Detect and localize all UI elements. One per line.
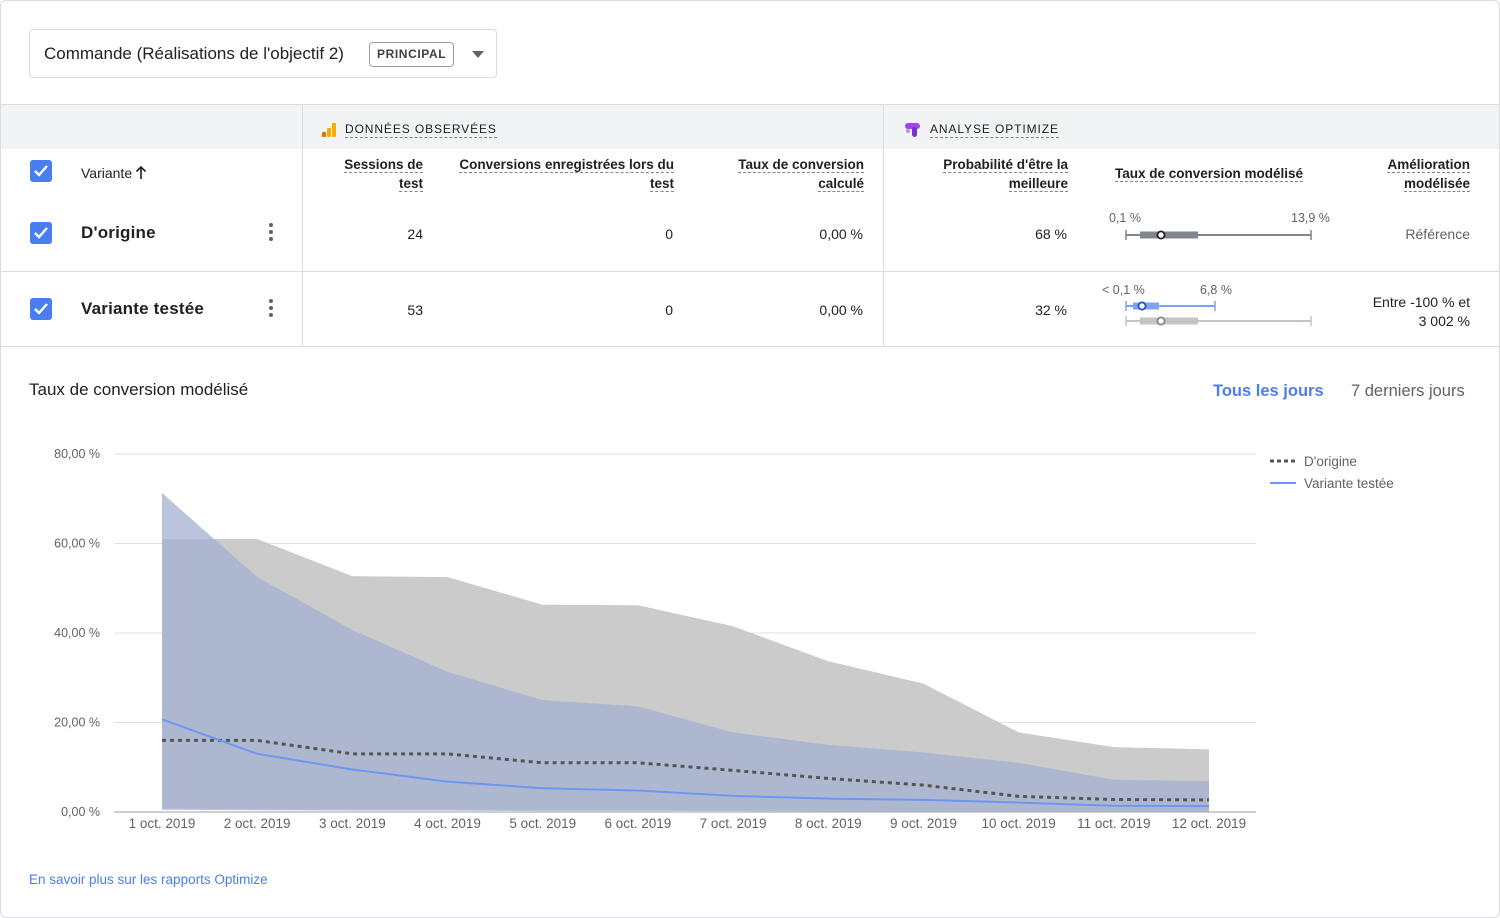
caret-down-icon[interactable] xyxy=(472,51,484,58)
chart-lines xyxy=(161,718,1210,808)
improvement-range: Entre -100 % et 3 002 % xyxy=(1301,293,1470,331)
analytics-icon xyxy=(322,123,336,137)
variant-column-header[interactable]: Variante xyxy=(81,165,147,181)
group-observed: DONNÉES OBSERVÉES xyxy=(321,122,497,138)
row-checkbox-variant[interactable] xyxy=(30,298,52,320)
ci-low-label: 0,1 % xyxy=(1109,211,1141,225)
x-tick-label: 3 oct. 2019 xyxy=(319,816,386,831)
probability-header-line1: Probabilité d'être la xyxy=(943,157,1068,173)
group-header-bar xyxy=(1,105,1499,149)
band-variant xyxy=(162,492,1209,812)
series-line-variant xyxy=(161,718,1210,808)
rate-header-line2: calculé xyxy=(818,176,864,192)
variant-name-tested: Variante testée xyxy=(81,299,205,318)
improvement-header-line2: modélisée xyxy=(1403,176,1470,192)
y-axis-ticks: 0,00 % 20,00 % 40,00 % 60,00 % 80,00 % xyxy=(54,447,100,819)
y-tick-label: 0,00 % xyxy=(61,805,100,819)
x-tick-label: 5 oct. 2019 xyxy=(509,816,576,831)
sessions-column-header[interactable]: Sessions de test xyxy=(317,155,423,193)
probability-value: 68 % xyxy=(1035,226,1067,242)
conversions-header-line2: test xyxy=(649,176,674,192)
optimize-icon xyxy=(905,123,920,137)
more-vert-icon[interactable] xyxy=(269,223,273,244)
rate-value: 0,00 % xyxy=(819,302,863,318)
improvement-range-line2: 3 002 % xyxy=(1418,313,1470,329)
rate-column-header[interactable]: Taux de conversion calculé xyxy=(701,155,864,193)
x-tick-label: 1 oct. 2019 xyxy=(129,816,196,831)
ci-high-label: 13,9 % xyxy=(1291,211,1330,225)
variant-column-label: Variante xyxy=(81,165,133,181)
conversions-header-line1: Conversions enregistrées lors du xyxy=(459,157,674,173)
y-tick-label: 20,00 % xyxy=(54,716,100,730)
x-tick-label: 2 oct. 2019 xyxy=(224,816,291,831)
row-divider xyxy=(1,271,1499,272)
ci-low-label: < 0,1 % xyxy=(1102,283,1145,297)
conversion-rate-chart: 0,00 % 20,00 % 40,00 % 60,00 % 80,00 % 1 oct… xyxy=(54,447,1394,831)
group-observed-label: DONNÉES OBSERVÉES xyxy=(345,122,497,138)
tab-all-days[interactable]: Tous les jours xyxy=(1213,382,1324,400)
conversions-value: 0 xyxy=(665,226,673,242)
modeled-rate-header-label: Taux de conversion modélisé xyxy=(1114,166,1304,182)
probability-value: 32 % xyxy=(1035,302,1067,318)
chart-title: Taux de conversion modélisé xyxy=(29,380,249,399)
learn-more-link[interactable]: En savoir plus sur les rapports Optimize xyxy=(29,872,268,887)
chart-bands xyxy=(162,492,1209,812)
more-vert-icon[interactable] xyxy=(269,299,273,320)
objective-title: Commande (Réalisations de l'objectif 2) xyxy=(44,44,344,63)
improvement-header-line1: Amélioration xyxy=(1387,157,1470,173)
y-tick-label: 60,00 % xyxy=(54,537,100,551)
series-line-original xyxy=(162,738,1210,802)
improvement-reference: Référence xyxy=(1405,226,1470,242)
probability-header-line2: meilleure xyxy=(1008,176,1068,192)
tab-last-7-days[interactable]: 7 derniers jours xyxy=(1351,382,1465,400)
group-optimize-label: ANALYSE OPTIMIZE xyxy=(930,122,1059,138)
x-tick-label: 7 oct. 2019 xyxy=(700,816,767,831)
x-axis-ticks: 1 oct. 2019 2 oct. 2019 3 oct. 2019 4 oct. … xyxy=(129,816,1247,831)
x-tick-label: 11 oct. 2019 xyxy=(1077,816,1150,831)
y-tick-label: 80,00 % xyxy=(54,447,100,461)
chart-legend: D'origine Variante testée xyxy=(1270,454,1394,491)
x-tick-label: 8 oct. 2019 xyxy=(795,816,862,831)
conversions-column-header[interactable]: Conversions enregistrées lors du test xyxy=(441,155,674,193)
ci-range-original xyxy=(1125,230,1312,240)
legend-label-variant: Variante testée xyxy=(1304,476,1394,491)
y-tick-label: 40,00 % xyxy=(54,626,100,640)
sessions-value: 53 xyxy=(407,302,423,318)
sessions-value: 24 xyxy=(407,226,423,242)
sessions-header-line2: test xyxy=(398,176,423,192)
ci-range-variant xyxy=(1125,301,1312,326)
x-tick-label: 6 oct. 2019 xyxy=(605,816,672,831)
sessions-header-line1: Sessions de xyxy=(344,157,423,173)
variant-name-original: D'origine xyxy=(81,223,156,242)
x-tick-label: 12 oct. 2019 xyxy=(1172,816,1246,831)
x-tick-label: 9 oct. 2019 xyxy=(890,816,957,831)
rate-value: 0,00 % xyxy=(819,226,863,242)
x-tick-label: 10 oct. 2019 xyxy=(981,816,1055,831)
row-checkbox-original[interactable] xyxy=(30,222,52,244)
rate-header-line1: Taux de conversion xyxy=(738,157,864,173)
ci-high-label: 6,8 % xyxy=(1200,283,1232,297)
probability-column-header[interactable]: Probabilité d'être la meilleure xyxy=(901,155,1068,193)
legend-label-original: D'origine xyxy=(1304,454,1357,469)
column-divider xyxy=(883,105,884,347)
group-optimize: ANALYSE OPTIMIZE xyxy=(904,122,1059,138)
results-table: DONNÉES OBSERVÉES ANALYSE OPTIMIZE Varia… xyxy=(1,104,1499,347)
objective-dropdown[interactable]: Commande (Réalisations de l'objectif 2) … xyxy=(29,29,497,78)
conversions-value: 0 xyxy=(665,302,673,318)
x-tick-label: 4 oct. 2019 xyxy=(414,816,481,831)
improvement-range-line1: Entre -100 % et xyxy=(1372,294,1470,310)
column-divider xyxy=(302,105,303,347)
modeled-rate-column-header[interactable]: Taux de conversion modélisé xyxy=(1091,164,1327,183)
select-all-checkbox[interactable] xyxy=(30,160,52,182)
primary-badge: PRINCIPAL xyxy=(369,42,455,67)
sort-arrow-up-icon xyxy=(136,166,147,179)
improvement-column-header[interactable]: Amélioration modélisée xyxy=(1341,155,1470,193)
